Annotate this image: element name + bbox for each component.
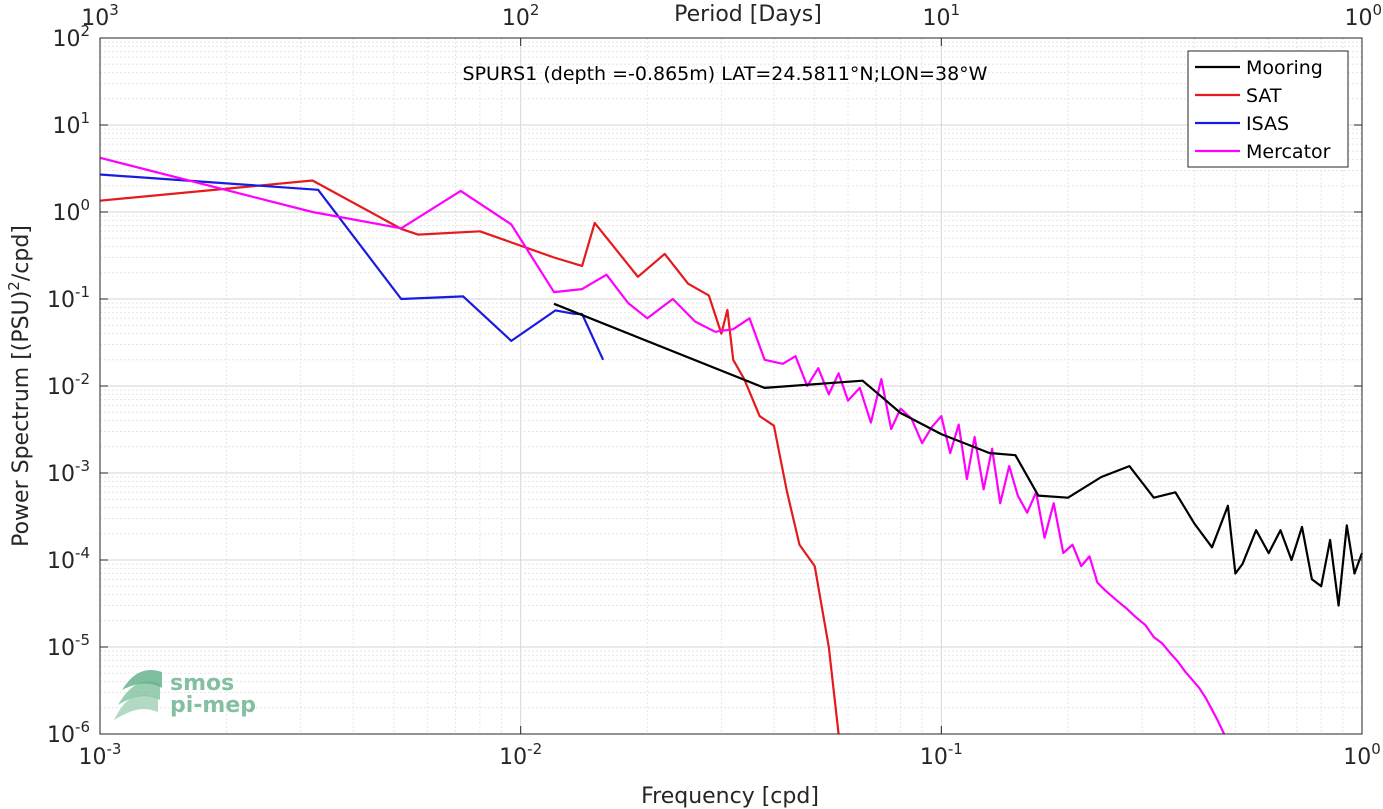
smos-pimep-logo: smos pi-mep: [114, 670, 256, 720]
chart-title: SPURS1 (depth =-0.865m) LAT=24.5811°N;LO…: [463, 63, 988, 85]
y-tick-label: 102: [52, 22, 90, 52]
y-tick-label: 10-2: [47, 370, 90, 400]
y-tick-label: 100: [52, 196, 90, 226]
y-tick-label-exp: 2: [80, 22, 90, 40]
y-tick-label: 10-5: [47, 631, 90, 661]
legend-label-sat: SAT: [1246, 85, 1282, 107]
x-tick-label-base: 10: [499, 745, 527, 770]
x-tick-label-base: 10: [920, 745, 948, 770]
x-tick-label-base: 10: [1343, 745, 1371, 770]
top-tick-label: 103: [81, 1, 119, 31]
legend-box: [1187, 50, 1349, 168]
y-tick-label-base: 10: [52, 27, 80, 52]
top-tick-label-exp: 0: [1372, 1, 1382, 19]
y-axis-label: Power Spectrum [(PSU)2/cpd]: [5, 225, 34, 547]
y-tick-label-exp: -1: [75, 283, 90, 301]
x-tick-label: 10-3: [79, 740, 122, 770]
y-tick-label-exp: -3: [75, 457, 90, 475]
y-tick-label-base: 10: [47, 636, 75, 661]
legend-label-isas: ISAS: [1246, 113, 1289, 135]
y-tick-label-base: 10: [52, 201, 80, 226]
y-tick-label-exp: 1: [80, 109, 90, 127]
legend-label-mooring: Mooring: [1246, 57, 1323, 79]
x-tick-label-exp: 0: [1371, 740, 1381, 758]
logo-text-smos: smos: [170, 671, 234, 696]
y-tick-label-exp: 0: [80, 196, 90, 214]
top-tick-label-exp: 3: [109, 1, 119, 19]
top-tick-label: 101: [923, 1, 961, 31]
x-tick-label: 100: [1343, 740, 1381, 770]
x-axis-label: Frequency [cpd]: [641, 784, 819, 809]
x-tick-label-exp: -1: [948, 740, 963, 758]
y-tick-label-base: 10: [47, 288, 75, 313]
logo-waves-icon-3: [122, 670, 162, 690]
y-tick-label-base: 10: [47, 549, 75, 574]
y-tick-label-exp: -6: [75, 718, 90, 736]
top-tick-label-base: 10: [502, 6, 530, 31]
top-tick-label: 102: [502, 1, 540, 31]
y-tick-label-base: 10: [47, 723, 75, 748]
y-axis-label-exp: 2: [5, 281, 23, 291]
legend: Mooring SAT ISAS Mercator: [1187, 50, 1349, 168]
top-tick-label-base: 10: [81, 6, 109, 31]
logo-waves-icon: [114, 695, 158, 720]
x-tick-label-exp: -2: [527, 740, 542, 758]
top-tick-label-base: 10: [923, 6, 951, 31]
grid-layer: [99, 38, 1362, 735]
y-tick-label-exp: -5: [75, 631, 90, 649]
x-tick-label-exp: -3: [107, 740, 122, 758]
series-layer: [99, 156, 1364, 735]
top-axis-label: Period [Days]: [674, 2, 822, 27]
y-tick-label-exp: -4: [75, 544, 90, 562]
logo-text-pimep: pi-mep: [170, 693, 256, 718]
x-tick-label: 10-1: [920, 740, 963, 770]
series-line-mooring: [553, 302, 1364, 607]
top-tick-label: 100: [1344, 1, 1382, 31]
y-tick-label-base: 10: [52, 114, 80, 139]
x-tick-label: 10-2: [499, 740, 542, 770]
y-axis-label-main: Power Spectrum [(PSU): [9, 291, 34, 547]
y-tick-label: 10-3: [47, 457, 90, 487]
y-axis-label-tail: /cpd]: [9, 225, 34, 281]
legend-label-mercator: Mercator: [1246, 141, 1331, 163]
y-tick-label-exp: -2: [75, 370, 90, 388]
y-tick-label: 10-6: [47, 718, 90, 748]
y-tick-label: 10-4: [47, 544, 90, 574]
logo-waves-icon-2: [118, 681, 160, 705]
y-tick-label: 101: [52, 109, 90, 139]
top-tick-label-base: 10: [1344, 6, 1372, 31]
series-line-mercator: [99, 156, 1226, 735]
y-tick-label-base: 10: [47, 375, 75, 400]
series-line-sat: [99, 179, 840, 735]
y-tick-label: 10-1: [47, 283, 90, 313]
y-tick-label-base: 10: [47, 462, 75, 487]
top-tick-label-exp: 1: [951, 1, 961, 19]
x-tick-label-base: 10: [79, 745, 107, 770]
top-tick-label-exp: 2: [530, 1, 540, 19]
